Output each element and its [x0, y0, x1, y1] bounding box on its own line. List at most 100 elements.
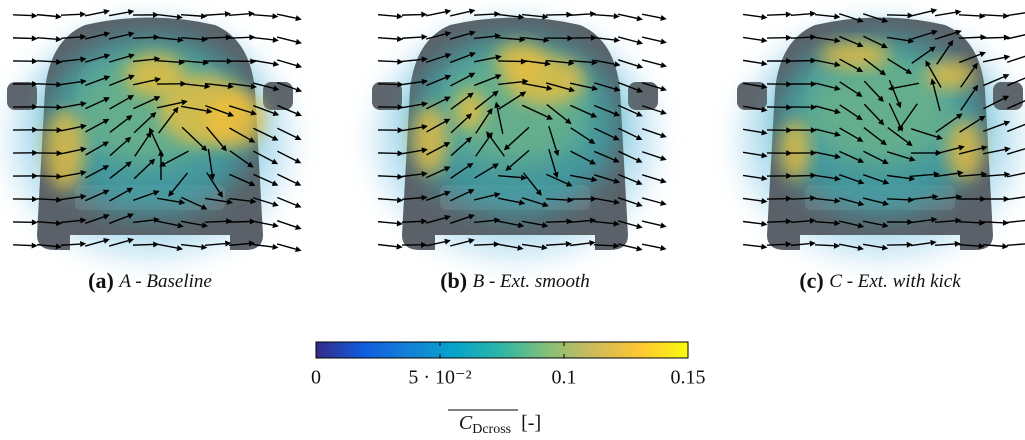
arrow-head [444, 31, 452, 37]
arrow-head [834, 13, 841, 20]
vector-arrow [497, 60, 521, 63]
arrow-head [1003, 54, 1011, 61]
vector-arrow [401, 36, 422, 39]
arrow-head [786, 172, 793, 179]
arrow-head [613, 36, 621, 43]
arrow-head [895, 101, 902, 109]
arrow-head [897, 124, 904, 132]
arrow-head [660, 222, 667, 229]
vector-arrow [839, 35, 859, 46]
vector-arrow [893, 82, 920, 89]
vector-arrow [593, 14, 614, 17]
vector-arrow [253, 173, 274, 184]
vector-arrow [109, 118, 129, 133]
vector-arrow [109, 140, 128, 157]
vector-arrow [132, 36, 154, 39]
arrow-head [468, 238, 475, 244]
arrow-head [956, 194, 963, 201]
arrow-head [1004, 146, 1011, 153]
vector-arrow [1006, 219, 1025, 224]
vector-arrow [36, 198, 57, 201]
vector-arrow [252, 243, 273, 248]
arrow-head [125, 114, 133, 122]
vector-arrow [84, 216, 105, 224]
arrow-head [181, 99, 188, 106]
vector-arrow [132, 219, 154, 224]
vector-arrow [521, 59, 546, 65]
arrow-head [660, 15, 667, 21]
arrow-head [80, 78, 87, 85]
vector-arrow [934, 11, 956, 17]
arrow-head [32, 126, 39, 133]
vector-arrow [593, 82, 616, 90]
vector-arrow [958, 147, 983, 155]
vector-arrow [886, 14, 908, 17]
panel-caption: (c) C - Ext. with kick [799, 268, 961, 293]
label-unit: [-] [521, 412, 541, 434]
vector-arrow [277, 196, 297, 206]
vector-arrow [959, 118, 981, 133]
arrow-head [31, 58, 38, 65]
vector-arrow [814, 244, 835, 247]
arrow-head [834, 108, 841, 115]
vector-arrow [593, 59, 615, 65]
arrow-head [225, 240, 232, 247]
arrow-head [761, 13, 768, 20]
vector-arrow [497, 220, 519, 226]
arrow-head [857, 245, 864, 251]
arrow-head [56, 104, 63, 111]
vector-arrow [910, 31, 933, 40]
panel-caption: (b) B - Ext. smooth [440, 268, 590, 293]
vector-arrow [253, 104, 274, 114]
vector-arrow [253, 127, 274, 139]
vector-arrow [934, 147, 960, 155]
arrow-head [444, 8, 452, 15]
vector-arrow [426, 98, 446, 110]
arrow-head [102, 141, 110, 148]
vector-arrow [85, 121, 105, 133]
arrow-head [761, 243, 768, 250]
arrow-head [810, 127, 817, 134]
arrow-head [635, 134, 643, 140]
vector-arrow [450, 140, 469, 157]
arrow-head [443, 118, 451, 125]
arrow-head [56, 127, 63, 134]
vector-arrow [593, 244, 614, 247]
vector-arrow [742, 36, 762, 41]
arrow-head [154, 77, 162, 83]
arrow-head [979, 219, 986, 226]
vector-arrow [982, 56, 1005, 63]
arrow-head [396, 197, 404, 204]
vector-arrow [790, 242, 810, 247]
arrow-head [397, 104, 404, 111]
arrow-head [294, 224, 302, 230]
arrow-head [879, 69, 887, 76]
arrow-head [857, 157, 865, 163]
arrow-head [589, 10, 597, 17]
arrow-head [271, 135, 279, 141]
arrow-head [272, 243, 279, 250]
arrow-head [981, 145, 988, 152]
vector-arrow [60, 219, 81, 224]
panel-tag: (a) [88, 268, 114, 293]
arrow-head [465, 136, 473, 144]
colorbar-tick-label: 5 · 10⁻² [408, 367, 471, 389]
arrow-head [636, 223, 643, 230]
vector-arrow [497, 174, 522, 179]
vector-arrow [473, 35, 496, 40]
vector-arrow [641, 128, 662, 136]
vector-arrow [497, 197, 520, 204]
arrow-head [785, 11, 792, 18]
arrow-head [295, 15, 302, 22]
arrow-head [126, 187, 134, 194]
arrow-head [220, 144, 227, 152]
arrow-head [128, 53, 135, 60]
arrow-head [177, 222, 184, 229]
vector-arrow [766, 220, 786, 223]
vector-arrow [1006, 243, 1025, 246]
vector-arrow [863, 35, 883, 46]
arrow-head [103, 237, 110, 244]
vector-arrow [85, 99, 105, 110]
arrow-head [810, 172, 817, 179]
vector-arrow [570, 127, 591, 142]
